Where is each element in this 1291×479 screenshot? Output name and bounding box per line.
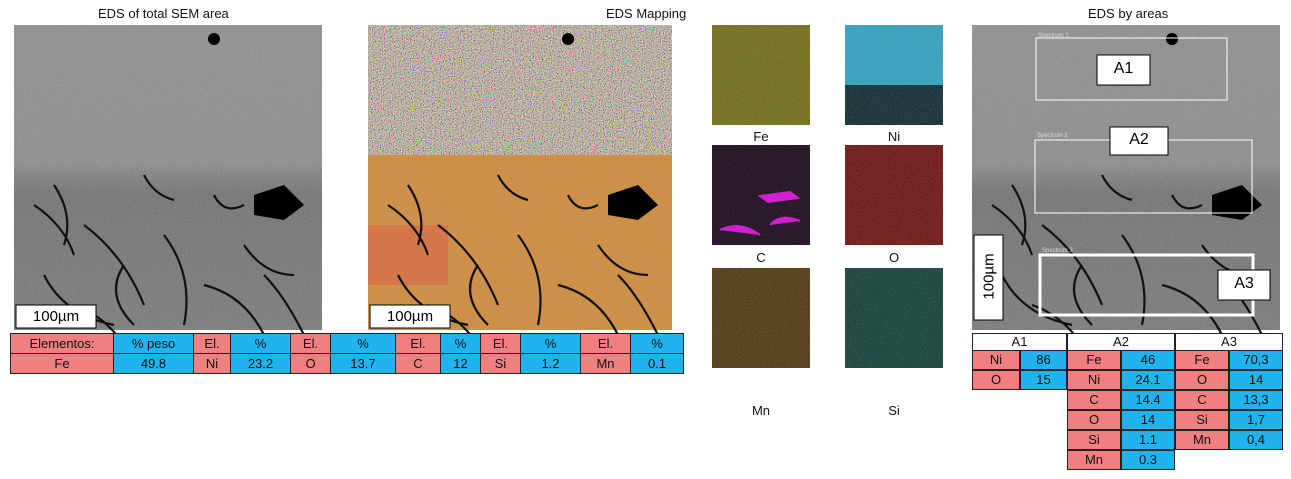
area-table-cell: 0.3 xyxy=(1121,450,1175,470)
table-cell: Mn xyxy=(581,354,631,374)
area-table-cell: Fe xyxy=(1067,350,1121,370)
table-cell: Elementos: xyxy=(11,334,114,354)
table-cell: El. xyxy=(481,334,521,354)
area-table-cell: 14 xyxy=(1229,370,1283,390)
area-table-cell: 0,4 xyxy=(1229,430,1283,450)
area-table-cell: 13,3 xyxy=(1229,390,1283,410)
sem-image xyxy=(14,25,322,345)
table-cell: % xyxy=(231,334,291,354)
spectrum-label: Spectrum 2 xyxy=(1037,133,1068,139)
scale-label: 100µm xyxy=(981,237,998,317)
table-cell: El. xyxy=(581,334,631,354)
area-table-cell: C xyxy=(1175,390,1229,410)
table-cell: 13.7 xyxy=(331,354,396,374)
map-label: Ni xyxy=(844,129,944,144)
table-cell: % xyxy=(441,334,481,354)
area-table-cell: Mn xyxy=(1067,450,1121,470)
table-cell: El. xyxy=(291,334,331,354)
area-table-cell: Ni xyxy=(1067,370,1121,390)
area-table-cell: C xyxy=(1067,390,1121,410)
area-table-cell: Mn xyxy=(1175,430,1229,450)
scale-label: 100µm xyxy=(370,308,450,325)
spectrum-label: Spectrum 3 xyxy=(1042,248,1073,254)
table-cell: O xyxy=(291,354,331,374)
mapping-image xyxy=(368,25,672,345)
table-cell: 49.8 xyxy=(114,354,194,374)
mapping-title: EDS Mapping xyxy=(606,6,686,21)
area-table-cell: 14 xyxy=(1121,410,1175,430)
table-cell: 1.2 xyxy=(521,354,581,374)
area-table-cell: 70,3 xyxy=(1229,350,1283,370)
area-table-cell: Fe xyxy=(1175,350,1229,370)
table-cell: Fe xyxy=(11,354,114,374)
map-label: Mn xyxy=(711,403,811,418)
area-table-cell: 86 xyxy=(1020,350,1067,370)
area-label: A1 xyxy=(1097,60,1150,78)
area-table-cell: Si xyxy=(1067,430,1121,450)
area-table-cell: Si xyxy=(1175,410,1229,430)
table-cell: % xyxy=(521,334,581,354)
table-cell: % xyxy=(631,334,684,354)
area-table-cell: 1,7 xyxy=(1229,410,1283,430)
table-cell: % xyxy=(331,334,396,354)
area-label: A3 xyxy=(1218,275,1270,293)
spectrum-label: Spectrum 1 xyxy=(1038,33,1069,39)
table-cell: C xyxy=(396,354,441,374)
table-cell: El. xyxy=(396,334,441,354)
table-cell: 23.2 xyxy=(231,354,291,374)
area-table-cell: O xyxy=(1067,410,1121,430)
area-table-cell: Ni xyxy=(972,350,1020,370)
table-cell: Si xyxy=(481,354,521,374)
area-table-cell: 15 xyxy=(1020,370,1067,390)
area-label: A2 xyxy=(1110,131,1168,149)
areas-title: EDS by areas xyxy=(1088,6,1168,21)
area-table-cell: O xyxy=(972,370,1020,390)
table-cell: 12 xyxy=(441,354,481,374)
area-table-cell: 24.1 xyxy=(1121,370,1175,390)
table-cell: % peso xyxy=(114,334,194,354)
area-table-cell: 14.4 xyxy=(1121,390,1175,410)
area-table-cell: 46 xyxy=(1121,350,1175,370)
element-maps xyxy=(712,25,943,368)
map-label: Fe xyxy=(711,129,811,144)
map-label: O xyxy=(844,250,944,265)
table-cell: El. xyxy=(194,334,231,354)
page: {"panels": { "sem": {"title": "EDS of to… xyxy=(0,0,1291,479)
map-label: Si xyxy=(844,403,944,418)
area-table-header: A3 xyxy=(1175,333,1283,351)
table-cell: 0.1 xyxy=(631,354,684,374)
sem-title: EDS of total SEM area xyxy=(98,6,229,21)
area-table-cell: O xyxy=(1175,370,1229,390)
area-table-cell: 1.1 xyxy=(1121,430,1175,450)
table-cell: Ni xyxy=(194,354,231,374)
map-label: C xyxy=(711,250,811,265)
area-table-header: A1 xyxy=(972,333,1067,351)
scale-label: 100µm xyxy=(16,308,96,325)
area-table-header: A2 xyxy=(1067,333,1175,351)
